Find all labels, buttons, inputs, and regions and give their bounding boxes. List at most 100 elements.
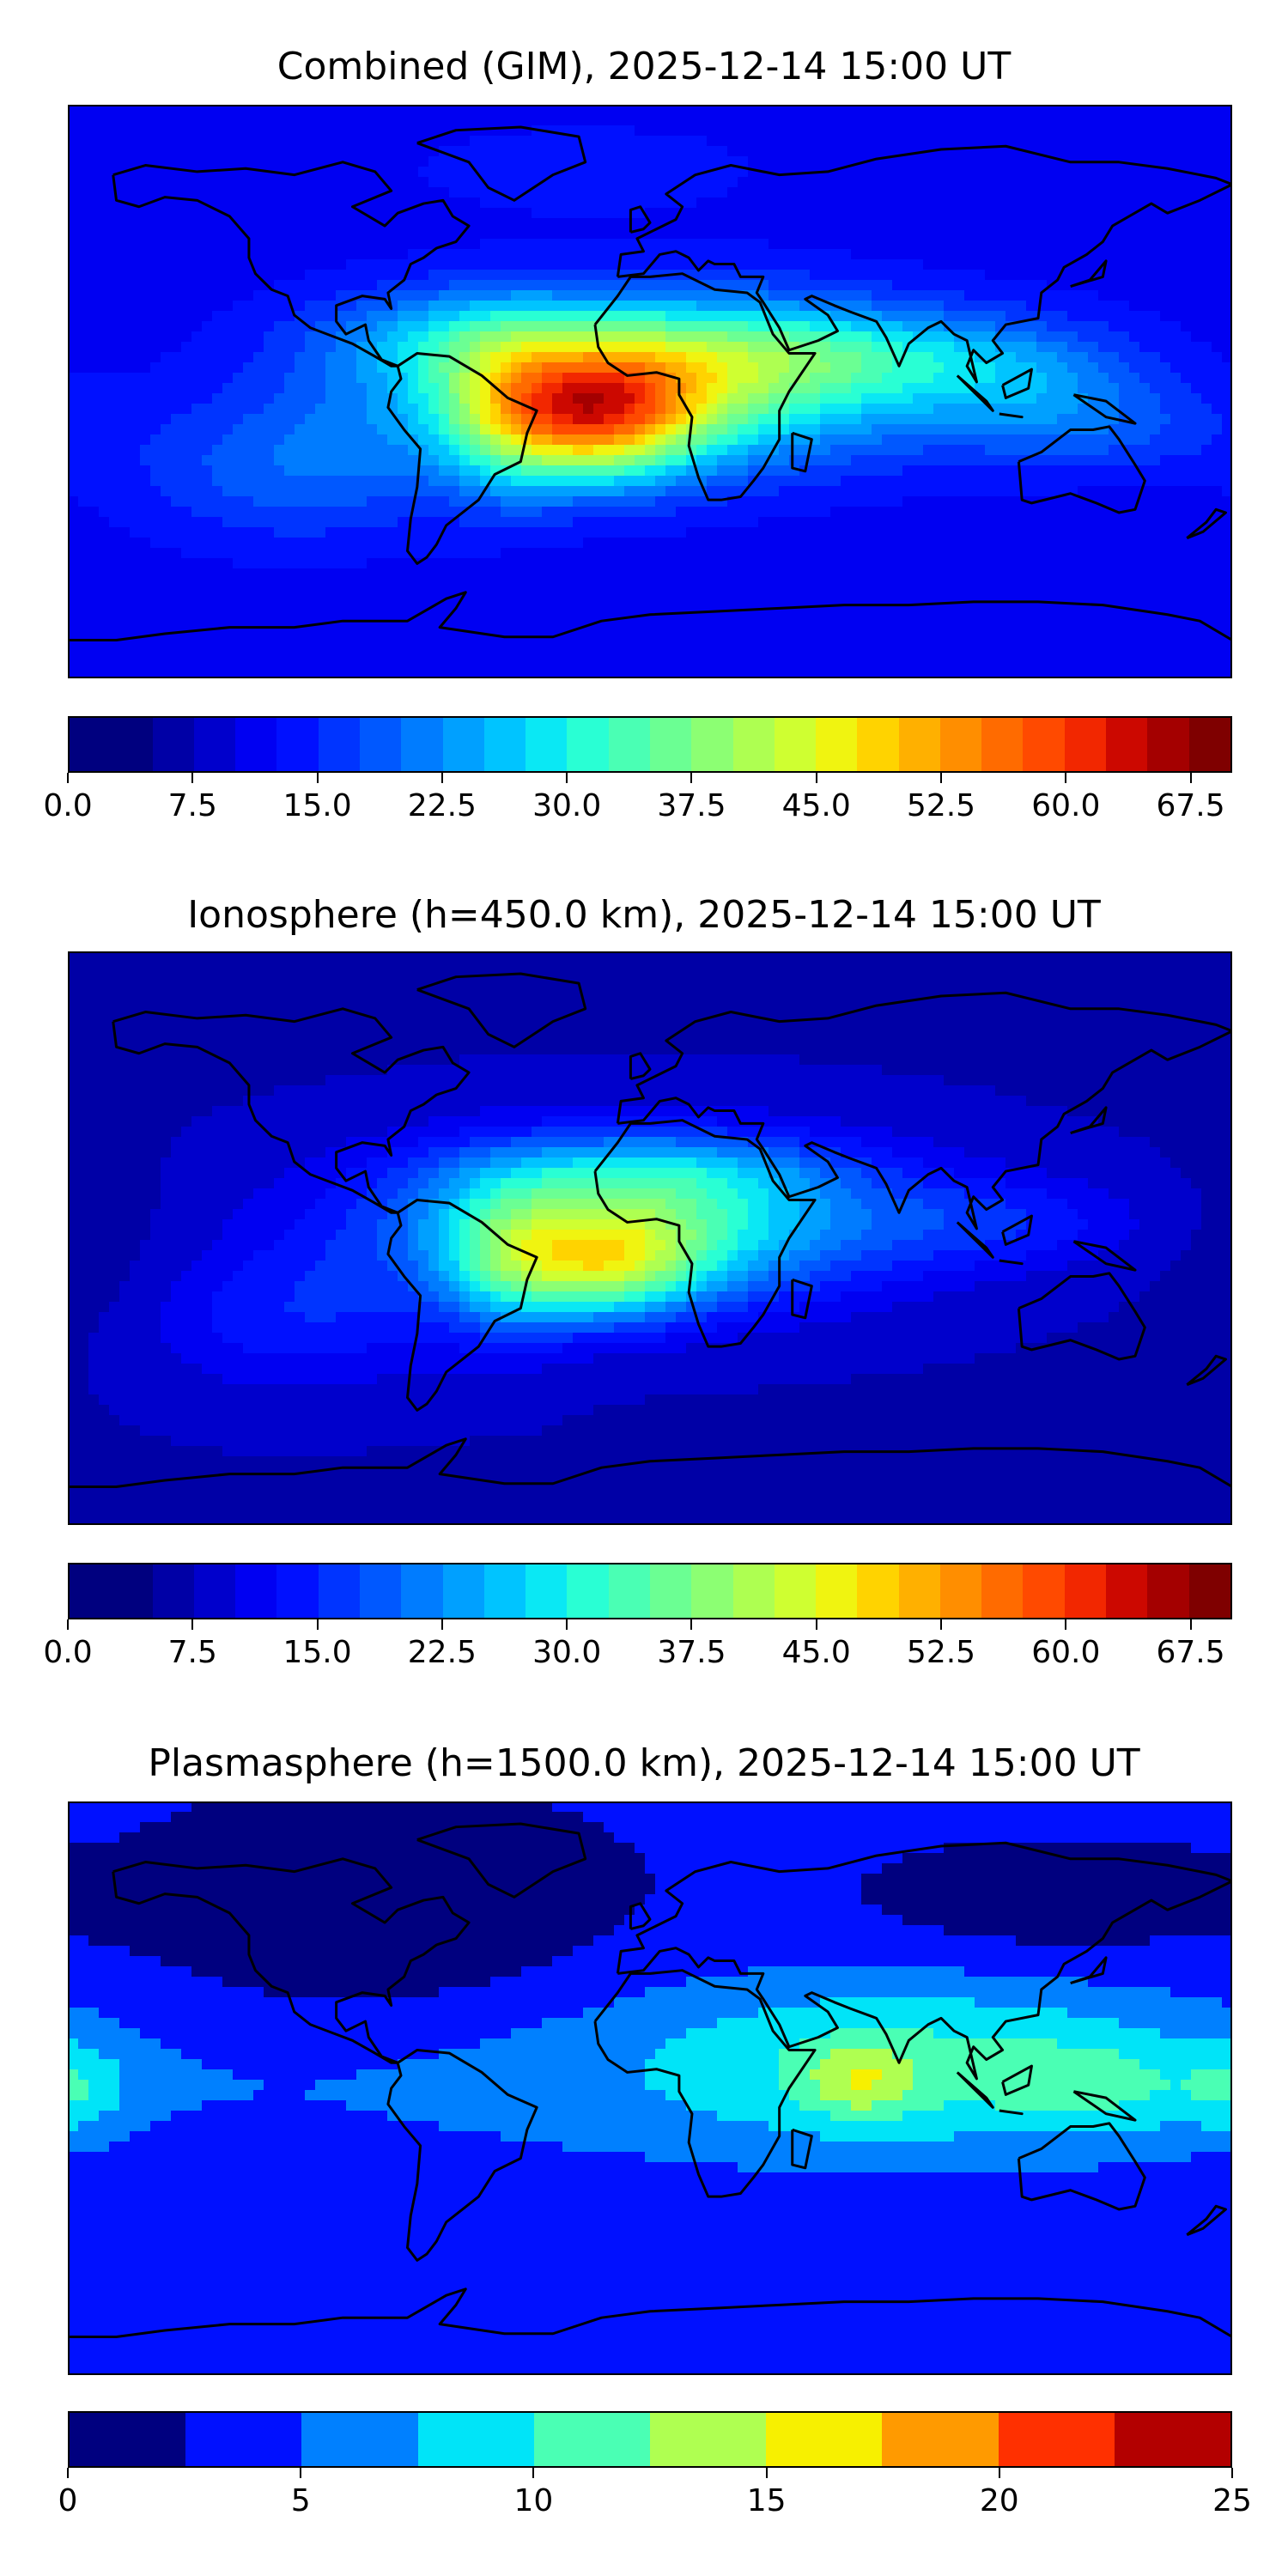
- heatmap-cell: [346, 259, 357, 270]
- heatmap-cell: [130, 352, 141, 363]
- heatmap-cell: [1057, 280, 1068, 291]
- heatmap-cell: [191, 548, 203, 559]
- heatmap-cell: [583, 331, 594, 343]
- heatmap-cell: [923, 434, 934, 446]
- heatmap-cell: [78, 259, 89, 270]
- heatmap-cell: [799, 331, 811, 343]
- heatmap-cell: [985, 249, 996, 260]
- heatmap-cell: [490, 362, 501, 374]
- heatmap-cell: [274, 321, 285, 332]
- heatmap-cell: [593, 239, 605, 250]
- heatmap-cell: [253, 486, 264, 497]
- heatmap-cell: [944, 280, 955, 291]
- heatmap-cell: [1150, 465, 1161, 477]
- heatmap-cell: [985, 342, 996, 353]
- heatmap-cell: [769, 393, 780, 404]
- heatmap-cell: [1109, 259, 1120, 270]
- heatmap-cell: [902, 228, 914, 240]
- heatmap-cell: [902, 218, 914, 229]
- heatmap-cell: [480, 445, 491, 456]
- heatmap-cell: [552, 321, 563, 332]
- heatmap-cell: [810, 177, 821, 188]
- heatmap-cell: [511, 331, 522, 343]
- heatmap-cell: [119, 434, 131, 446]
- heatmap-cell: [398, 455, 409, 466]
- heatmap-cell: [820, 208, 831, 219]
- heatmap-cell: [315, 393, 326, 404]
- heatmap-cell: [356, 280, 368, 291]
- heatmap-cell: [861, 352, 872, 363]
- heatmap-cell: [758, 393, 769, 404]
- heatmap-cell: [1201, 146, 1212, 157]
- heatmap-cell: [655, 115, 666, 126]
- heatmap-cell: [1067, 321, 1078, 332]
- heatmap-cell: [552, 115, 563, 126]
- heatmap-cell: [243, 301, 254, 312]
- heatmap-cell: [1191, 496, 1202, 507]
- heatmap-cell: [1129, 331, 1140, 343]
- heatmap-cell: [418, 146, 429, 157]
- heatmap-cell: [439, 280, 450, 291]
- heatmap-cell: [552, 105, 563, 116]
- heatmap-cell: [511, 239, 522, 250]
- heatmap-cell: [377, 527, 388, 538]
- heatmap-cell: [727, 548, 738, 559]
- heatmap-cell: [1181, 115, 1192, 126]
- heatmap-cell: [665, 290, 677, 301]
- heatmap-cell: [1078, 455, 1089, 466]
- heatmap-cell: [861, 496, 872, 507]
- heatmap-cell: [944, 362, 955, 374]
- heatmap-cell: [140, 167, 151, 178]
- heatmap-cell: [336, 311, 347, 322]
- heatmap-cell: [851, 259, 862, 270]
- heatmap-cell: [449, 476, 460, 487]
- heatmap-cell: [305, 115, 316, 126]
- heatmap-cell: [820, 414, 831, 425]
- heatmap-cell: [1139, 146, 1151, 157]
- heatmap-cell: [748, 507, 759, 518]
- heatmap-cell: [140, 218, 151, 229]
- heatmap-cell: [542, 352, 553, 363]
- heatmap-cell: [542, 259, 553, 270]
- heatmap-cell: [975, 362, 986, 374]
- heatmap-cell: [398, 414, 409, 425]
- heatmap-cell: [490, 105, 501, 116]
- heatmap-cell: [841, 136, 852, 147]
- heatmap-cell: [284, 455, 295, 466]
- heatmap-cell: [439, 445, 450, 456]
- heatmap-cell: [305, 187, 316, 198]
- heatmap-cell: [439, 434, 450, 446]
- heatmap-cell: [191, 455, 203, 466]
- heatmap-cell: [1067, 290, 1078, 301]
- heatmap-cell: [902, 383, 914, 394]
- heatmap-cell: [975, 507, 986, 518]
- heatmap-cell: [88, 208, 100, 219]
- heatmap-cell: [1139, 383, 1151, 394]
- heatmap-cell: [717, 424, 728, 435]
- heatmap-cell: [68, 414, 79, 425]
- heatmap-cell: [305, 342, 316, 353]
- heatmap-cell: [78, 362, 89, 374]
- heatmap-cell: [1212, 136, 1223, 147]
- heatmap-cell: [779, 290, 790, 301]
- heatmap-cell: [428, 434, 440, 446]
- heatmap-cell: [449, 136, 460, 147]
- heatmap-cell: [1057, 383, 1068, 394]
- heatmap-cell: [356, 496, 368, 507]
- heatmap-cell: [191, 270, 203, 281]
- heatmap-cell: [1222, 373, 1232, 384]
- heatmap-cell: [820, 496, 831, 507]
- heatmap-cell: [68, 146, 79, 157]
- heatmap-cell: [552, 187, 563, 198]
- heatmap-cell: [799, 507, 811, 518]
- heatmap-cell: [171, 445, 182, 456]
- heatmap-cell: [624, 434, 635, 446]
- heatmap-cell: [264, 538, 275, 549]
- heatmap-cell: [1212, 424, 1223, 435]
- heatmap-cell: [645, 136, 656, 147]
- heatmap-cell: [253, 105, 264, 116]
- heatmap-cell: [820, 259, 831, 270]
- heatmap-cell: [748, 177, 759, 188]
- heatmap-cell: [88, 393, 100, 404]
- heatmap-cell: [501, 373, 512, 384]
